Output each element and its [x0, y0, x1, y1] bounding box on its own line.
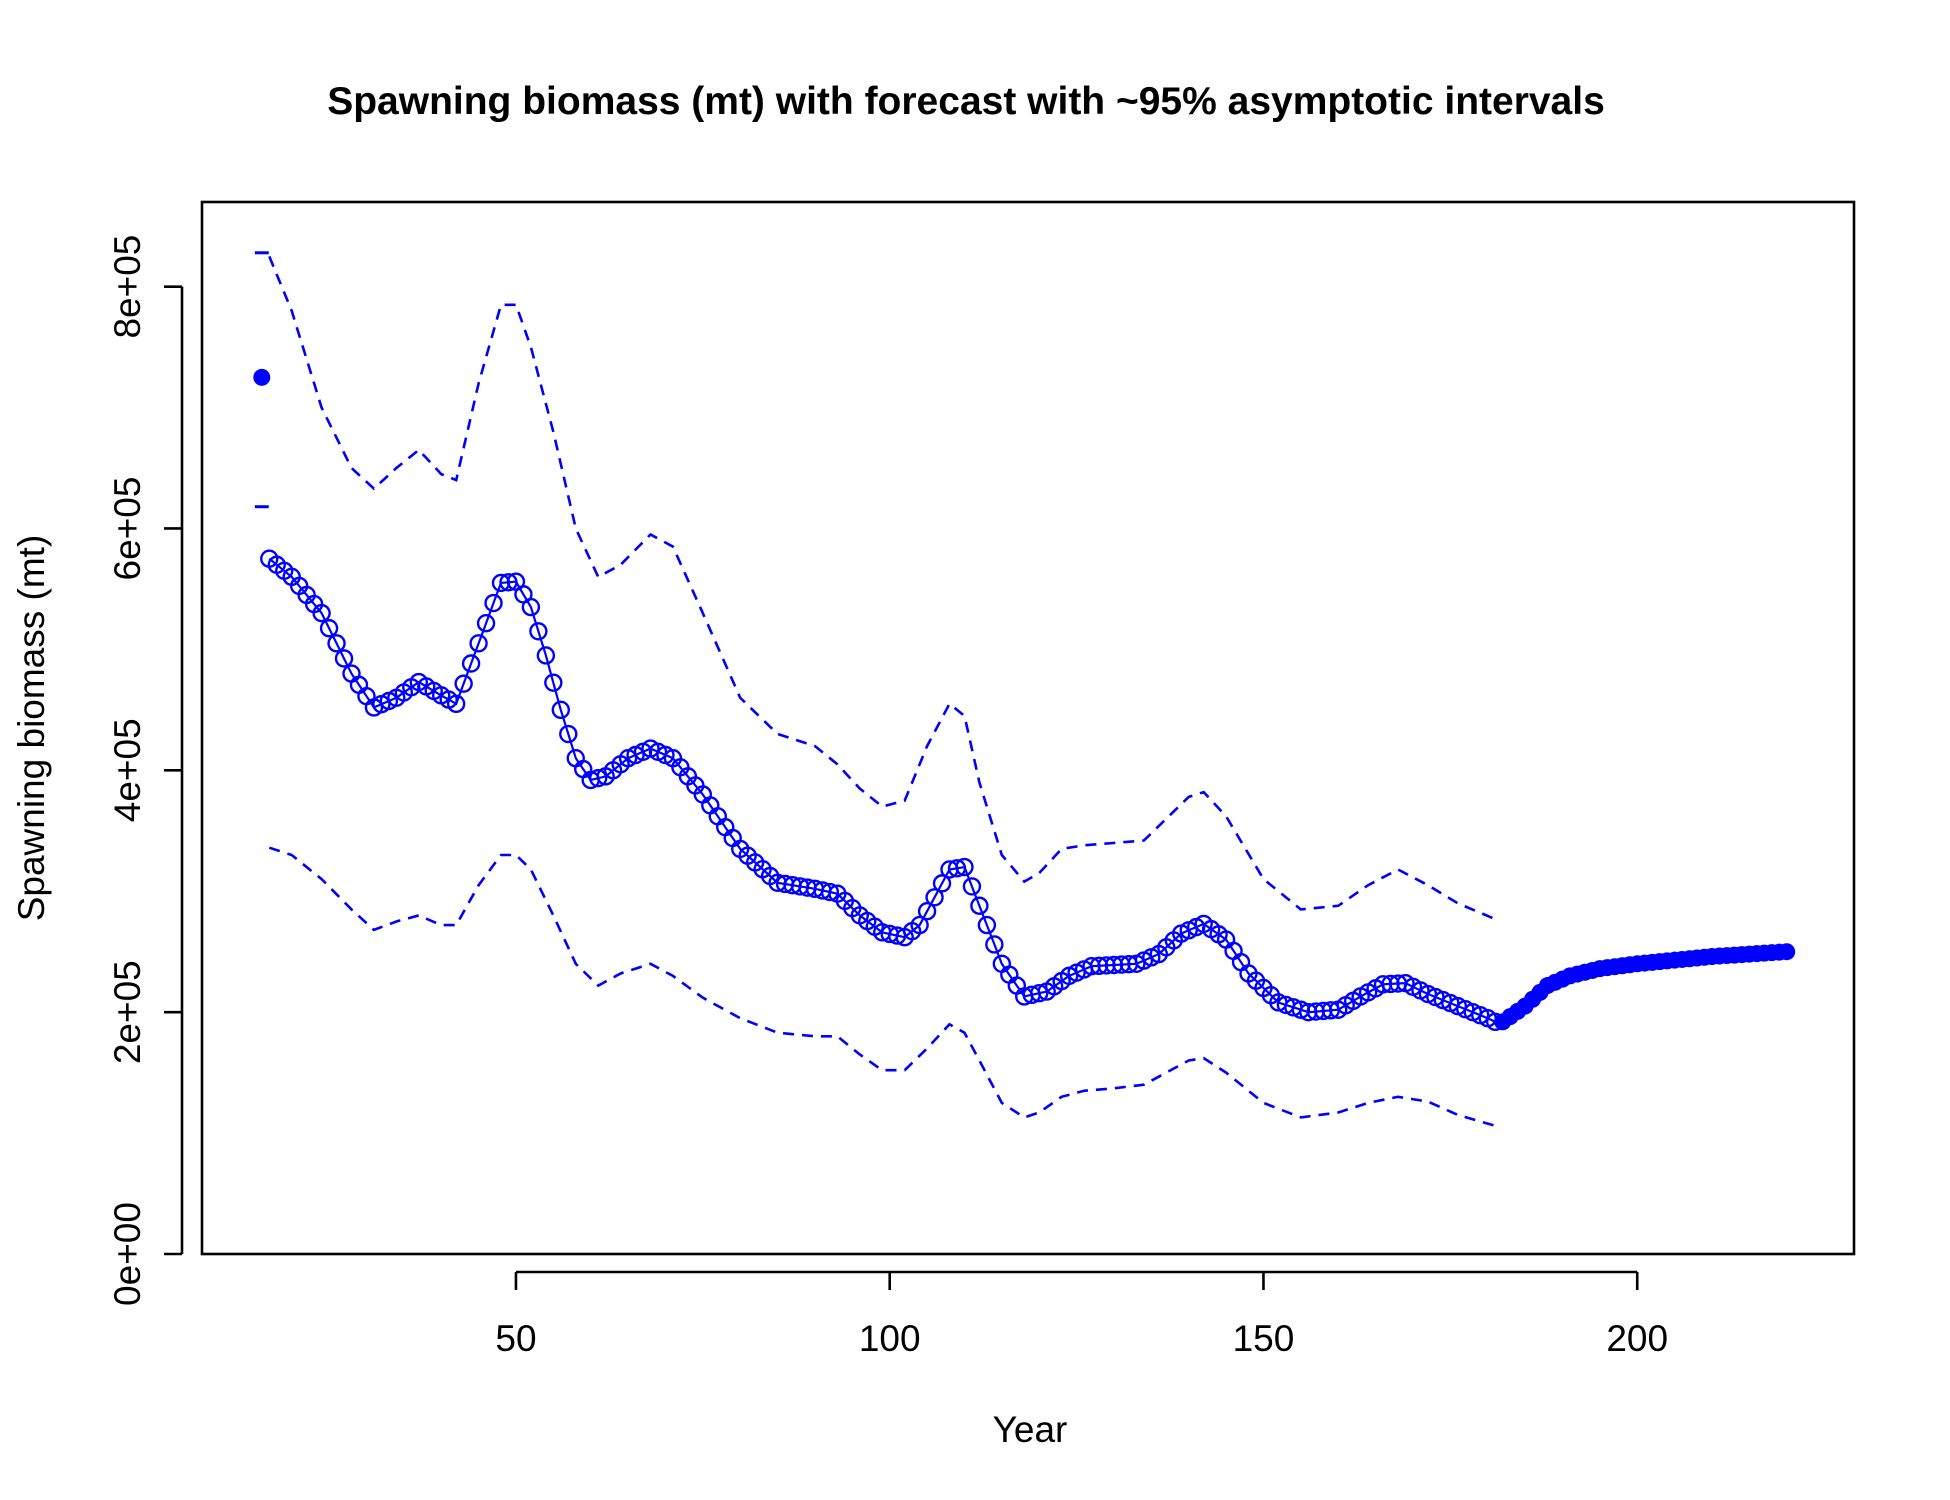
estimate-point [334, 649, 354, 668]
y-tick-label: 8e+05 [107, 235, 148, 339]
lower-ci-line [268, 846, 1496, 1128]
estimate-point [469, 634, 488, 653]
estimate-point [446, 694, 466, 714]
estimate-point [327, 634, 346, 653]
estimate-point [925, 888, 944, 907]
chart-title: Spawning biomass (mt) with forecast with… [327, 80, 1605, 123]
x-tick-label: 150 [1233, 1318, 1295, 1359]
y-tick-label: 2e+05 [107, 960, 148, 1064]
x-tick-label: 50 [495, 1318, 536, 1359]
plot-frame [200, 200, 1856, 1256]
estimate-point [970, 896, 989, 915]
estimate-point [588, 768, 608, 788]
y-tick-label: 0e+00 [107, 1202, 148, 1306]
estimate-point [917, 901, 937, 921]
estimate-point [476, 614, 496, 633]
estimate-point [454, 674, 473, 693]
estimate-point [985, 935, 1004, 954]
estimate-point [947, 859, 967, 878]
estimate-point [461, 654, 481, 673]
estimate-point [551, 700, 571, 720]
estimate-point [1030, 984, 1049, 1003]
y-tick-label: 4e+05 [107, 718, 148, 822]
estimate-point [544, 673, 563, 692]
upper-ci-line [268, 255, 1496, 921]
y-tick-label: 6e+05 [107, 477, 148, 581]
estimate-point [499, 573, 518, 592]
estimate-point [977, 915, 997, 935]
estimate-point [319, 619, 339, 638]
confidence-interval-layer [254, 251, 1496, 1128]
estimate-point [529, 622, 548, 641]
estimate-point [484, 593, 503, 613]
x-axis: 50 100 150 200 [495, 1270, 1668, 1359]
forecast-point [1778, 943, 1796, 961]
biomass-series-line [268, 557, 1787, 1023]
x-tick-label: 200 [1606, 1318, 1668, 1359]
estimate-point [521, 597, 541, 617]
data-points-layer [253, 368, 1796, 1032]
estimate-point [955, 857, 974, 877]
x-tick-label: 100 [859, 1318, 921, 1359]
estimate-line-layer [268, 557, 1787, 1023]
estimate-point [820, 882, 840, 902]
y-axis: 0e+00 2e+05 4e+05 6e+05 8e+05 [107, 235, 184, 1306]
estimate-point [536, 646, 556, 665]
x-axis-title: Year [993, 1409, 1068, 1450]
estimate-point [962, 877, 982, 896]
estimate-point [559, 724, 578, 744]
estimate-point [312, 603, 331, 623]
estimate-point [910, 915, 929, 935]
estimate-point [932, 874, 952, 893]
virgin-biomass-point [253, 368, 271, 386]
y-axis-title: Spawning biomass (mt) [11, 535, 52, 922]
